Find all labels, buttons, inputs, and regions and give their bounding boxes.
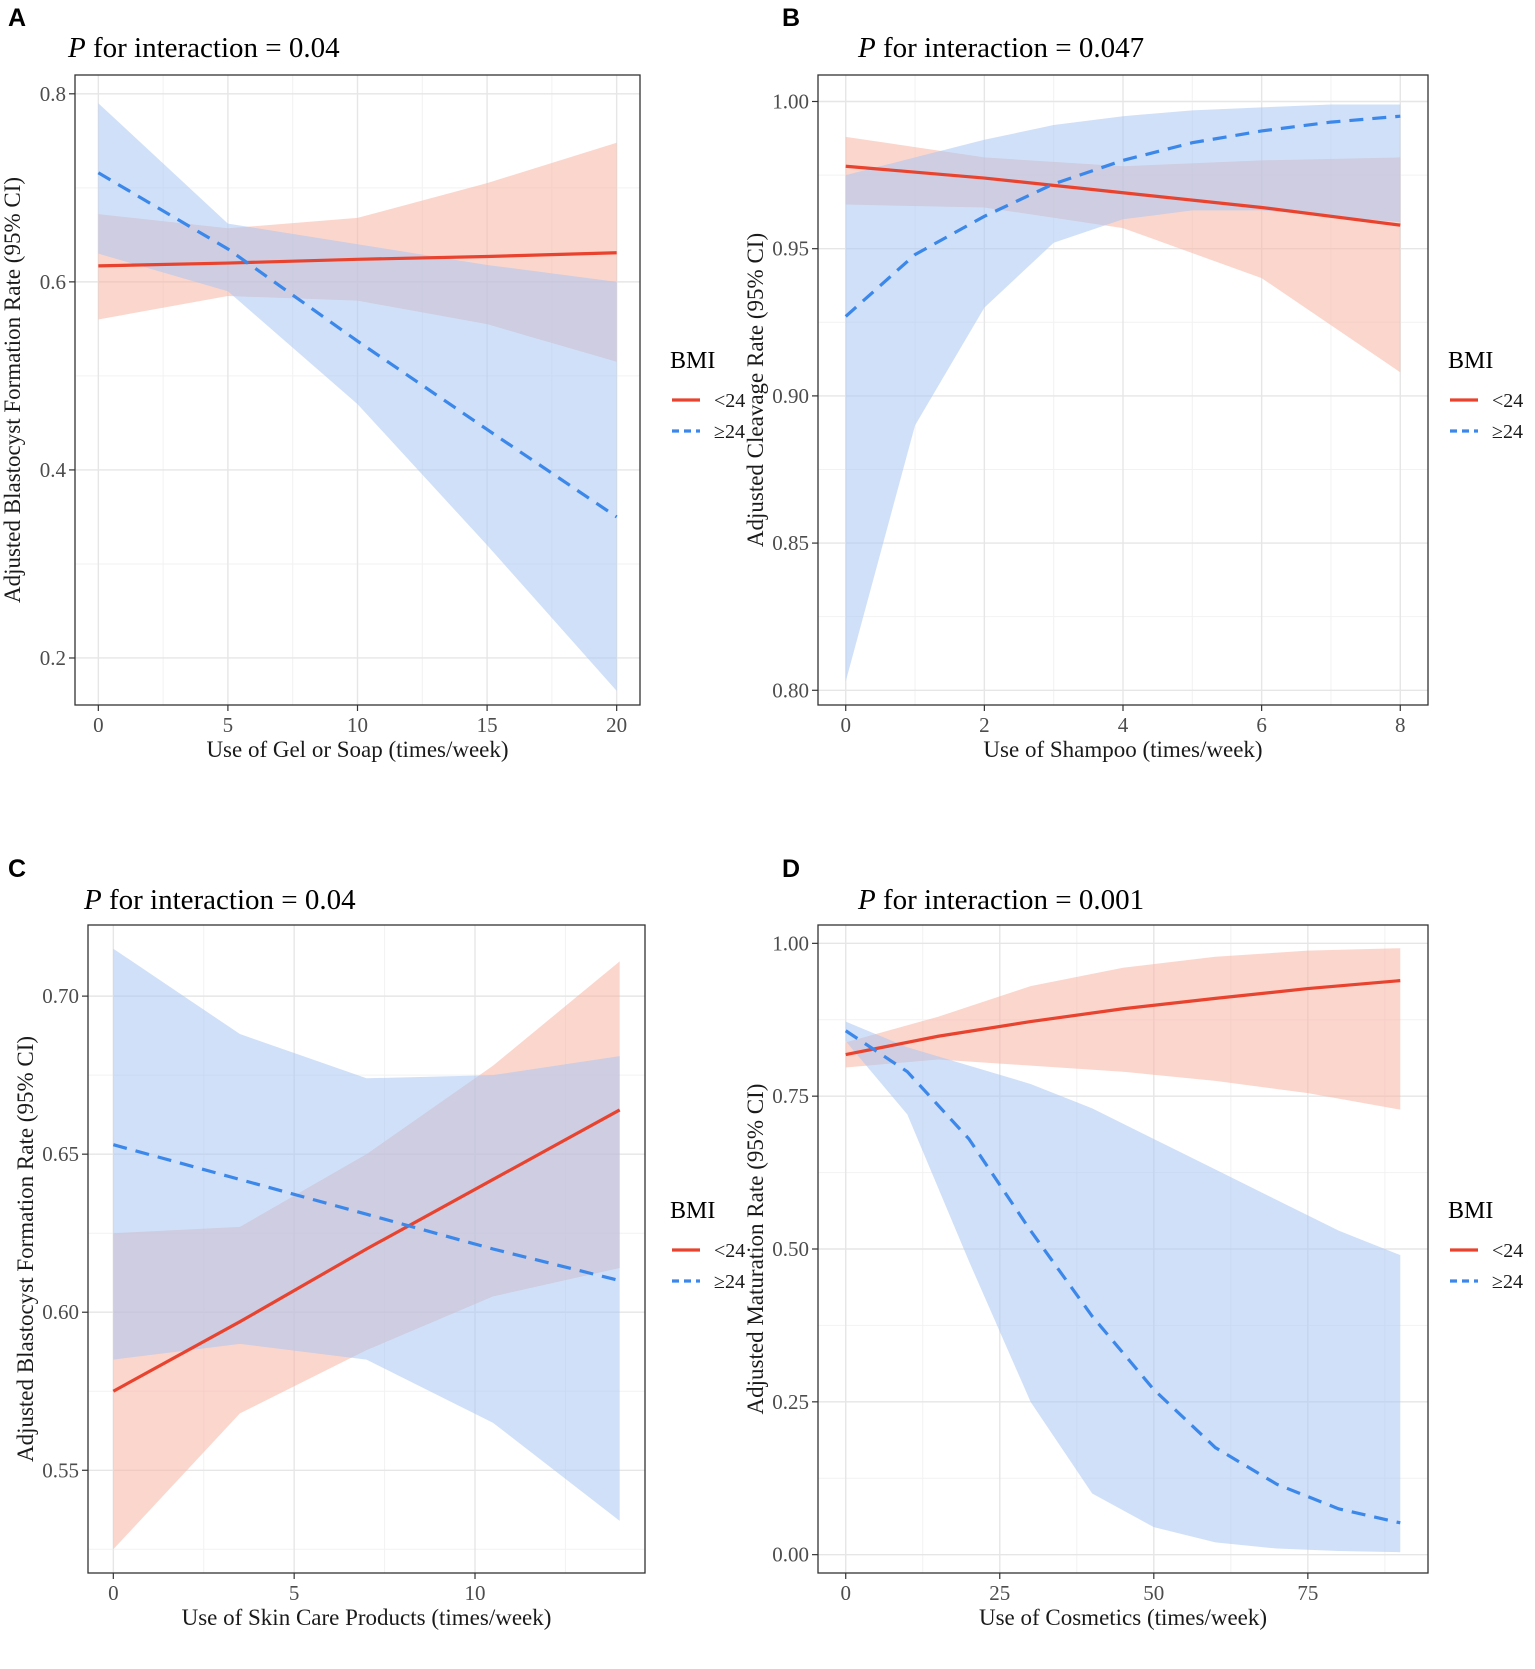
x-tick-label: 6 — [1256, 713, 1267, 737]
y-tick-label: 0.95 — [772, 237, 809, 261]
title-interaction-text: for interaction = 0.04 — [102, 884, 356, 916]
x-tick-label: 0 — [93, 713, 104, 737]
y-axis-title: Adjusted Cleavage Rate (95% CI) — [743, 233, 768, 547]
legend-label-bmi-24-plus: ≥24 — [1492, 421, 1523, 443]
legend: BMI <24 ≥24 — [670, 1198, 745, 1293]
panel-title: P for interaction = 0.001 — [857, 884, 1144, 916]
x-axis-title: Use of Skin Care Products (times/week) — [182, 1605, 552, 1630]
y-axis-title: Adjusted Blastocyst Formation Rate (95% … — [13, 1036, 38, 1462]
panel-title: P for interaction = 0.047 — [857, 32, 1144, 64]
legend-label-bmi-under-24: <24 — [1492, 390, 1523, 412]
ci-band-bmi-24-plus — [845, 104, 1401, 682]
legend-title: BMI — [670, 1198, 715, 1224]
x-tick-label: 15 — [477, 713, 498, 737]
legend: BMI <24 ≥24 — [1448, 1198, 1523, 1293]
panel-letter: D — [782, 855, 800, 883]
line-bmi-under-24 — [112, 1108, 621, 1393]
y-tick-label: 1.00 — [772, 89, 809, 113]
plot-data — [97, 103, 618, 691]
x-tick-label: 4 — [1118, 713, 1129, 737]
x-tick-label: 50 — [1143, 1581, 1164, 1605]
x-tick-label: 8 — [1395, 713, 1406, 737]
x-tick-label: 25 — [989, 1581, 1010, 1605]
line-bmi-under-24 — [845, 979, 1401, 1057]
title-interaction-text: for interaction = 0.04 — [86, 32, 340, 64]
panel-title: P for interaction = 0.04 — [67, 32, 340, 64]
legend: BMI <24 ≥24 — [1448, 348, 1523, 443]
legend: BMI <24 ≥24 — [670, 348, 745, 443]
x-tick-label: 10 — [465, 1581, 486, 1605]
title-interaction-text: for interaction = 0.001 — [876, 884, 1144, 916]
x-axis-title: Use of Shampoo (times/week) — [983, 737, 1262, 762]
x-tick-label: 0 — [840, 713, 851, 737]
legend-label-bmi-24-plus: ≥24 — [714, 1271, 745, 1293]
panel-d: D P for interaction = 0.001 0 25 50 75 0.00 0.2… — [743, 855, 1523, 1630]
panel-letter: B — [782, 4, 800, 32]
y-tick-label: 0.80 — [772, 678, 809, 702]
line-bmi-under-24 — [845, 164, 1401, 227]
y-tick-label: 0.4 — [40, 458, 67, 482]
ci-band-bmi-under-24 — [845, 948, 1401, 1110]
x-tick-label: 0 — [108, 1581, 119, 1605]
ci-band-bmi-24-plus — [845, 1021, 1401, 1553]
plot-frame — [87, 924, 646, 1574]
plot-data — [844, 948, 1401, 1553]
title-p-symbol: P — [857, 32, 876, 64]
x-tick-label: 20 — [606, 713, 627, 737]
panel-letter: A — [8, 4, 26, 32]
title-p-symbol: P — [83, 884, 102, 916]
panel-title: P for interaction = 0.04 — [83, 884, 356, 916]
legend-label-bmi-under-24: <24 — [1492, 1240, 1523, 1262]
x-tick-label: 2 — [979, 713, 990, 737]
x-axis-title: Use of Cosmetics (times/week) — [979, 1605, 1267, 1630]
y-tick-label: 1.00 — [772, 931, 809, 955]
x-tick-label: 75 — [1297, 1581, 1318, 1605]
x-tick-label: 5 — [223, 713, 234, 737]
y-tick-label: 0.25 — [772, 1390, 809, 1414]
y-tick-label: 0.2 — [40, 646, 66, 670]
panel-c: C P for interaction = 0.04 0 5 10 0.55 0.60 0.6… — [8, 855, 745, 1630]
legend-title: BMI — [1448, 348, 1493, 374]
y-tick-label: 0.75 — [772, 1084, 809, 1108]
y-tick-label: 0.55 — [42, 1458, 79, 1482]
line-bmi-24-plus — [844, 1029, 1401, 1525]
y-tick-label: 0.00 — [772, 1543, 809, 1567]
x-tick-label: 5 — [289, 1581, 300, 1605]
y-tick-label: 0.8 — [40, 82, 66, 106]
legend-label-bmi-under-24: <24 — [714, 390, 745, 412]
title-p-symbol: P — [67, 32, 86, 64]
x-tick-label: 10 — [347, 713, 368, 737]
y-tick-label: 0.90 — [772, 384, 809, 408]
panel-a: A P for interaction = 0.04 0 5 10 15 20 0.2 0.4 0… — [0, 4, 745, 762]
legend-label-bmi-under-24: <24 — [714, 1240, 745, 1262]
panel-letter: C — [8, 855, 26, 883]
plot-data — [844, 104, 1401, 682]
legend-label-bmi-24-plus: ≥24 — [714, 421, 745, 443]
y-axis-title: Adjusted Maturation Rate (95% CI) — [743, 1084, 768, 1415]
ci-band-bmi-24-plus — [113, 948, 620, 1521]
y-tick-label: 0.50 — [772, 1237, 809, 1261]
x-axis-title: Use of Gel or Soap (times/week) — [206, 737, 508, 762]
legend-label-bmi-24-plus: ≥24 — [1492, 1271, 1523, 1293]
y-axis-title: Adjusted Blastocyst Formation Rate (95% … — [0, 177, 25, 603]
y-tick-label: 0.70 — [42, 984, 79, 1008]
y-tick-label: 0.6 — [40, 270, 66, 294]
legend-title: BMI — [670, 348, 715, 374]
title-p-symbol: P — [857, 884, 876, 916]
x-tick-label: 0 — [840, 1581, 851, 1605]
y-tick-label: 0.60 — [42, 1300, 79, 1324]
line-bmi-under-24 — [98, 251, 617, 268]
line-bmi-24-plus — [97, 171, 618, 519]
y-tick-label: 0.65 — [42, 1142, 79, 1166]
plot-data — [112, 948, 621, 1550]
line-bmi-24-plus — [112, 1143, 621, 1283]
legend-title: BMI — [1448, 1198, 1493, 1224]
panel-b: B P for interaction = 0.047 0 2 4 6 8 0.80 0.85 0… — [743, 4, 1523, 762]
line-bmi-24-plus — [844, 114, 1401, 318]
y-tick-label: 0.85 — [772, 531, 809, 555]
title-interaction-text: for interaction = 0.047 — [876, 32, 1144, 64]
